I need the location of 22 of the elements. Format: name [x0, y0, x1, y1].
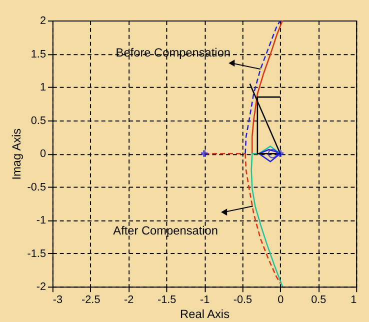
x-tick-label: -0.5	[233, 294, 252, 306]
annotation: Before Compensation	[116, 45, 231, 60]
x-tick-label: -1	[200, 294, 210, 306]
x-tick-label: 0.5	[311, 294, 326, 306]
y-tick-label: -2	[36, 281, 46, 294]
x-axis-title: Real Axis	[180, 306, 230, 321]
y-tick-label: -0.5	[27, 181, 46, 194]
x-tick-label: -3	[52, 294, 63, 306]
x-tick-label: 1	[350, 294, 357, 306]
annotation: After Compensation	[113, 224, 218, 238]
y-tick-label: 2	[40, 15, 46, 28]
y-tick-label: -1.5	[27, 248, 46, 260]
y-axis-title: Imag Axis	[9, 128, 24, 180]
x-tick-label: -2	[124, 294, 134, 306]
x-tick-label: -2.5	[82, 294, 100, 306]
x-tick-label: -1.5	[157, 294, 176, 306]
x-tick-label: 0	[278, 294, 284, 306]
y-tick-label: 0	[40, 148, 46, 160]
y-tick-label: 1	[40, 82, 46, 94]
y-tick-label: 0.5	[30, 114, 46, 127]
y-tick-label: -1	[36, 214, 46, 227]
y-tick-label: 1.5	[30, 48, 46, 60]
